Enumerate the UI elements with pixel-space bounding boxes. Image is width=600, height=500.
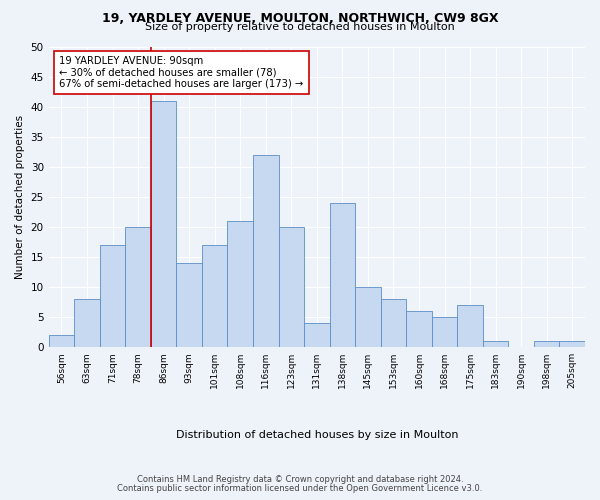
Bar — [432, 317, 457, 347]
Bar — [278, 227, 304, 347]
Text: 19 YARDLEY AVENUE: 90sqm
← 30% of detached houses are smaller (78)
67% of semi-d: 19 YARDLEY AVENUE: 90sqm ← 30% of detach… — [59, 56, 304, 88]
Text: 19, YARDLEY AVENUE, MOULTON, NORTHWICH, CW9 8GX: 19, YARDLEY AVENUE, MOULTON, NORTHWICH, … — [102, 12, 498, 24]
Bar — [559, 341, 585, 347]
Bar — [202, 245, 227, 347]
Bar — [74, 299, 100, 347]
Bar — [329, 203, 355, 347]
Bar — [304, 323, 329, 347]
Bar — [227, 221, 253, 347]
X-axis label: Distribution of detached houses by size in Moulton: Distribution of detached houses by size … — [176, 430, 458, 440]
Bar — [100, 245, 125, 347]
Bar — [406, 311, 432, 347]
Bar — [49, 335, 74, 347]
Bar — [253, 154, 278, 347]
Bar — [125, 227, 151, 347]
Bar — [380, 299, 406, 347]
Bar — [534, 341, 559, 347]
Bar — [176, 263, 202, 347]
Bar — [483, 341, 508, 347]
Bar — [457, 305, 483, 347]
Text: Size of property relative to detached houses in Moulton: Size of property relative to detached ho… — [145, 22, 455, 32]
Bar — [355, 287, 380, 347]
Text: Contains public sector information licensed under the Open Government Licence v3: Contains public sector information licen… — [118, 484, 482, 493]
Text: Contains HM Land Registry data © Crown copyright and database right 2024.: Contains HM Land Registry data © Crown c… — [137, 475, 463, 484]
Bar — [151, 100, 176, 347]
Y-axis label: Number of detached properties: Number of detached properties — [15, 114, 25, 279]
